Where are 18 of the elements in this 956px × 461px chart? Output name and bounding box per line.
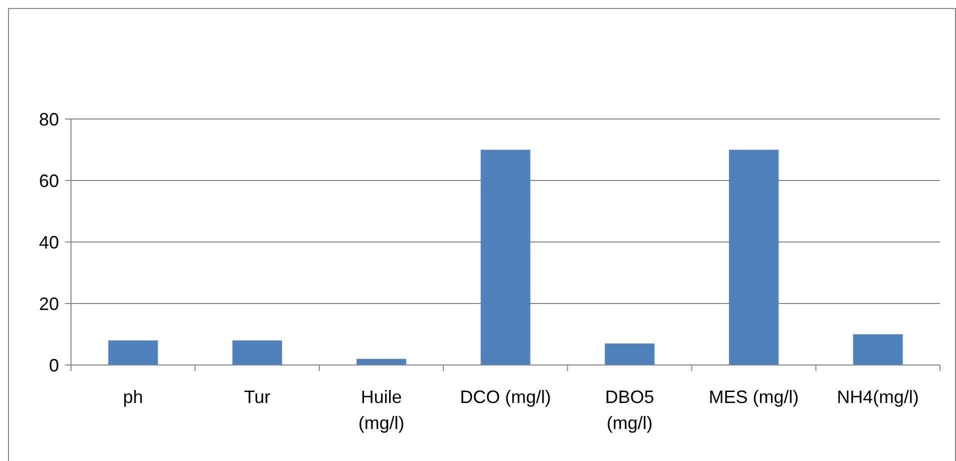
y-tick-label: 0	[48, 355, 59, 376]
x-tick-label: Tur	[244, 387, 270, 407]
y-tick-label: 40	[38, 232, 59, 252]
bar	[728, 150, 779, 365]
x-tick-label: Huile (mg/l)	[358, 387, 404, 433]
bar	[232, 340, 282, 365]
bar	[853, 334, 903, 365]
bar	[604, 343, 654, 365]
x-tick-label: ph	[123, 387, 144, 407]
x-tick-label: MES (mg/l)	[708, 387, 799, 407]
x-tick-label: DBO5 (mg/l)	[605, 387, 654, 433]
y-tick-label: 80	[38, 109, 59, 130]
y-tick-label: 60	[38, 170, 59, 191]
x-tick-label: NH4(mg/l)	[836, 387, 919, 407]
bar	[480, 150, 530, 365]
x-tick-label: DCO (mg/l)	[460, 387, 551, 407]
y-tick-label: 20	[38, 294, 59, 314]
bar	[108, 340, 158, 365]
